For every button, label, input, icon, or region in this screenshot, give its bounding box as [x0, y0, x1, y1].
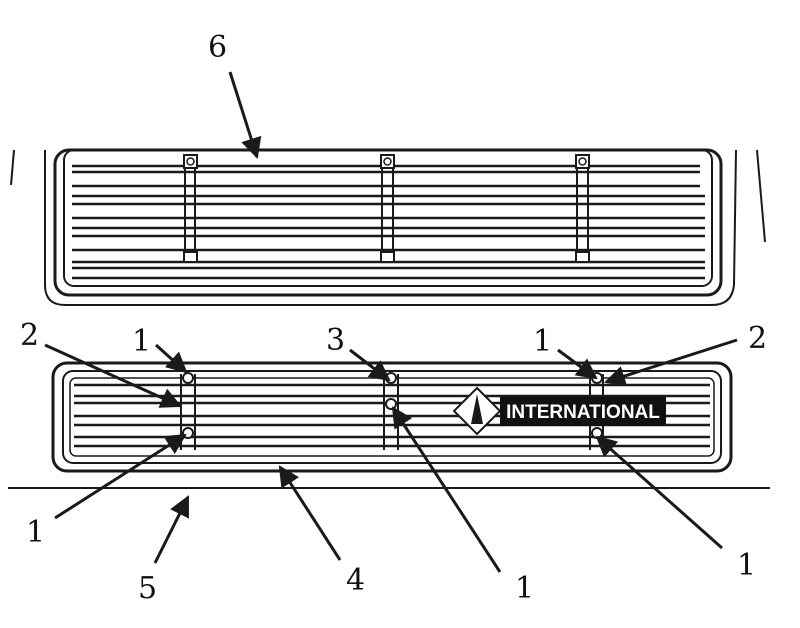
callout-1-bottom-center: 1 [515, 571, 534, 606]
leader-lines [44, 71, 738, 573]
callout-3: 3 [326, 323, 345, 358]
leader-1-bottom-left [54, 433, 187, 520]
leader-1-top-right [557, 348, 598, 380]
callout-2-left: 2 [20, 318, 39, 353]
leader-3 [349, 348, 391, 382]
callout-1-top-left: 1 [132, 324, 151, 359]
callout-1-bottom-right: 1 [737, 548, 756, 583]
callout-2-right: 2 [748, 321, 767, 356]
upper-grille [53, 148, 723, 297]
leader-5 [153, 495, 190, 564]
callout-4: 4 [346, 563, 365, 598]
emblem-brand-text: INTERNATIONAL [506, 402, 660, 423]
leader-2-right [604, 338, 738, 387]
leader-1-bottom-center [391, 406, 502, 573]
leader-6 [228, 71, 262, 160]
callout-1-top-right: 1 [533, 324, 552, 359]
upper-grille-fasteners [183, 154, 590, 263]
callout-1-bottom-left: 1 [26, 515, 45, 550]
callout-5: 5 [138, 571, 157, 606]
leader-4 [278, 465, 342, 561]
hood-outline [10, 149, 766, 306]
international-emblem: INTERNATIONAL [452, 386, 666, 436]
upper-grille-louvers [72, 164, 705, 280]
leader-1-top-left [154, 343, 188, 374]
leader-1-bottom-right [595, 435, 723, 550]
leader-2-left [44, 343, 182, 408]
callout-6: 6 [208, 30, 227, 65]
upper-grille-bars [184, 155, 589, 262]
